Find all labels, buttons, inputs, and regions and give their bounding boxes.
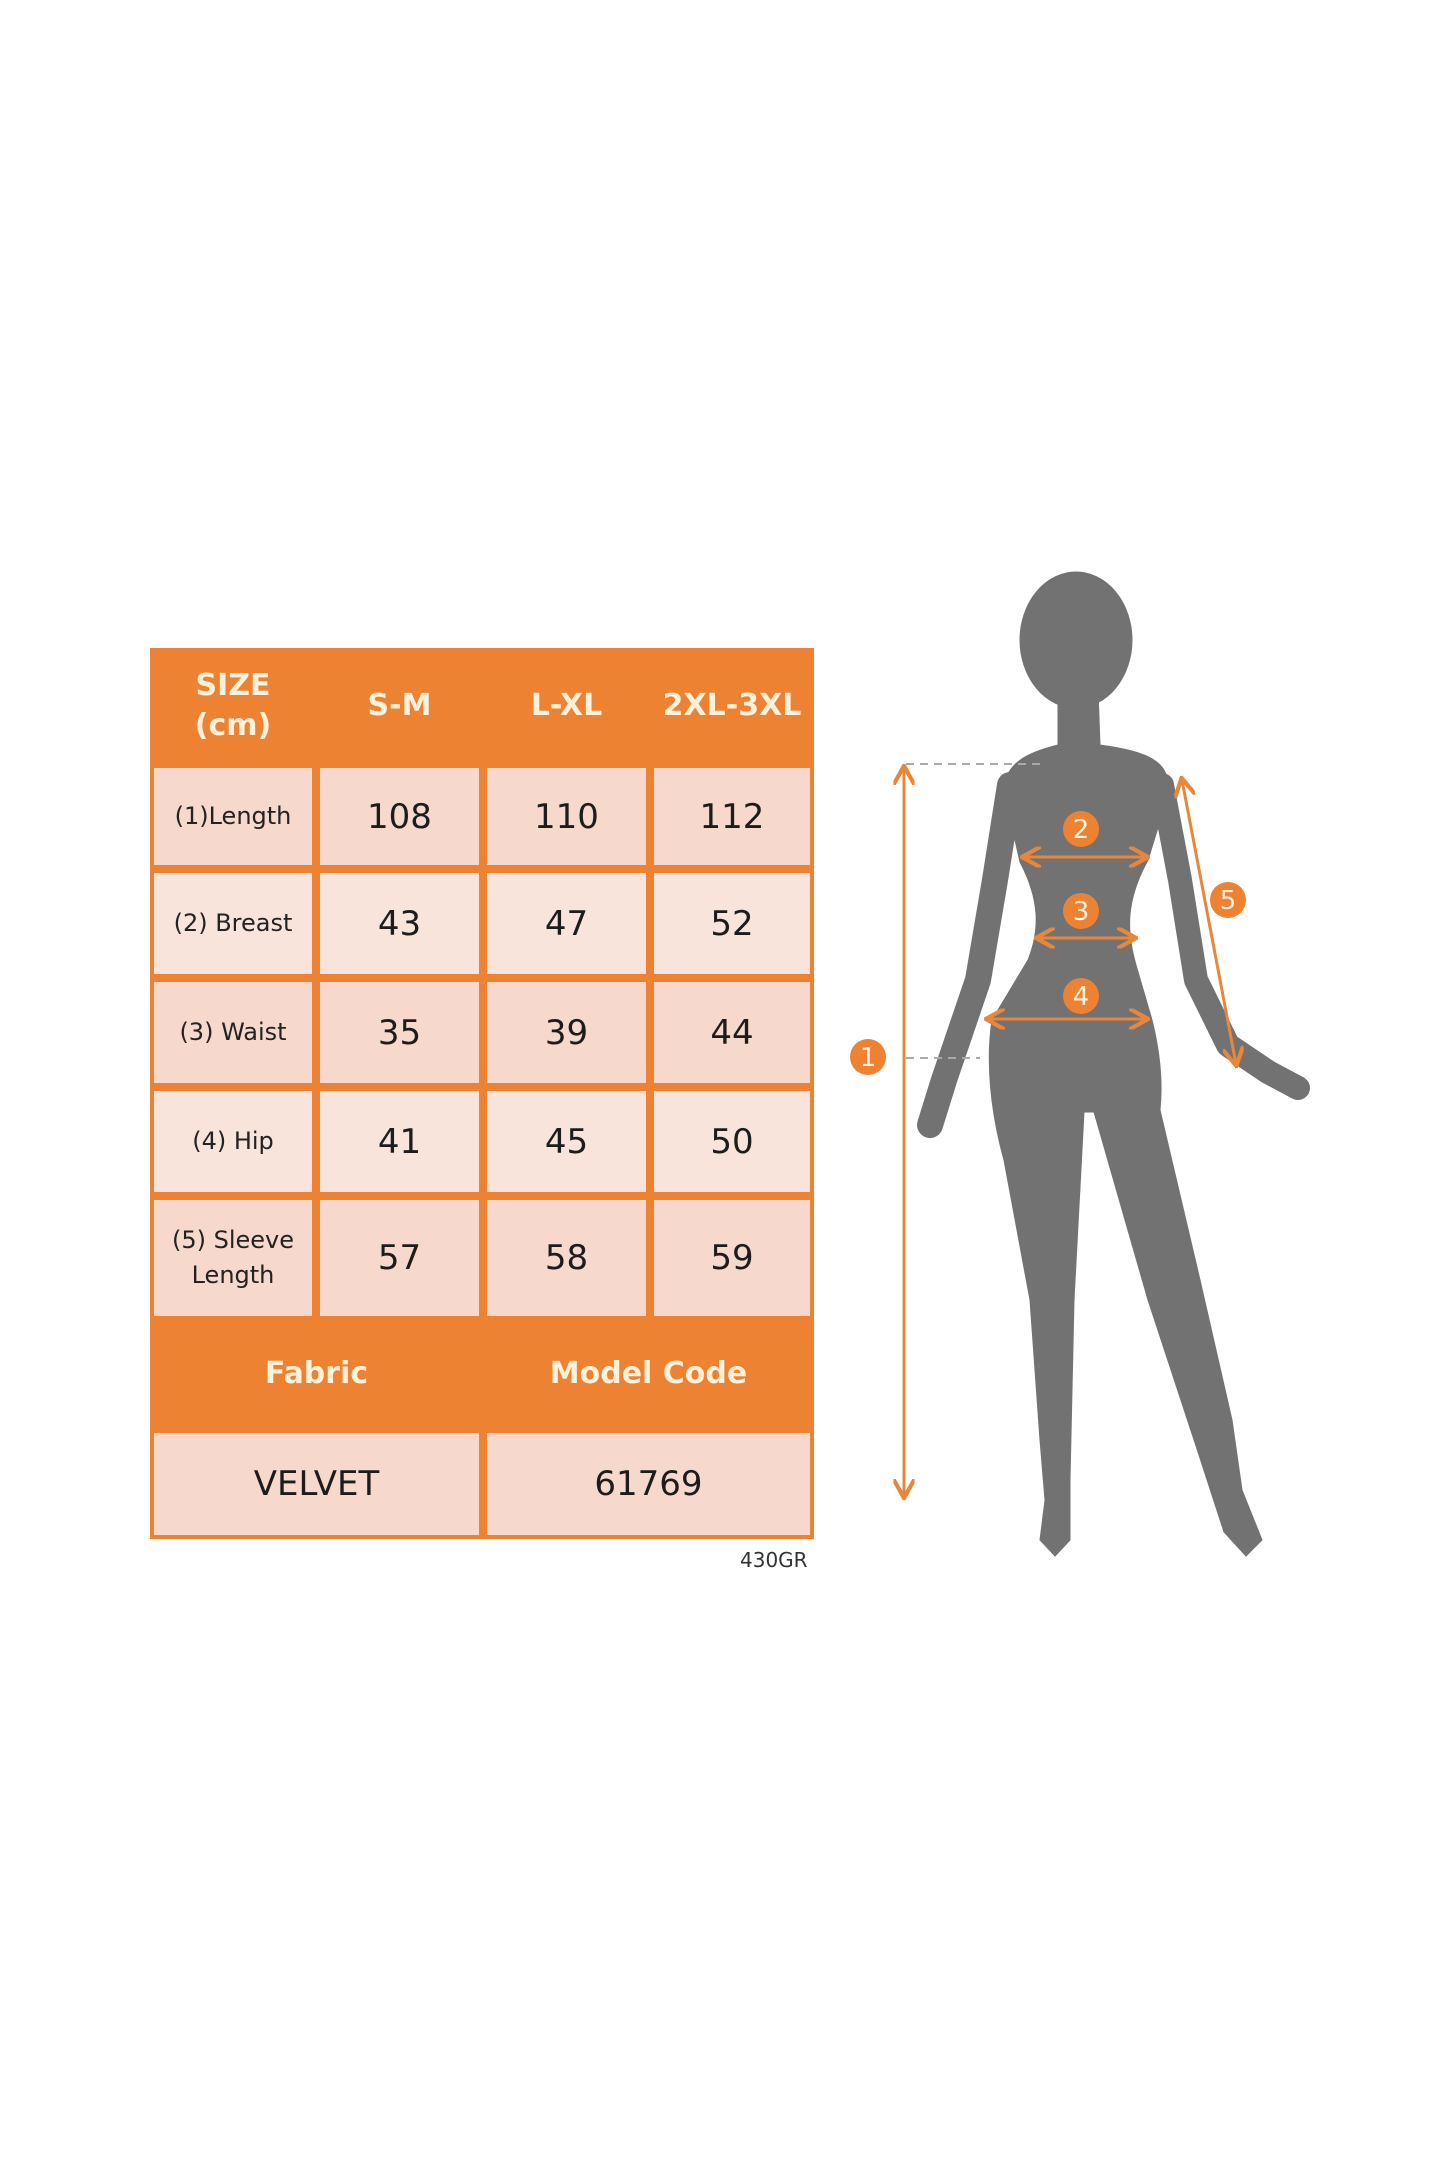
- measurement-marker-1: 1: [850, 1039, 886, 1075]
- measurement-value: 108: [320, 768, 479, 865]
- measurement-label: (1)Length: [154, 768, 312, 865]
- footer-code: 430GR: [740, 1548, 808, 1572]
- measurement-value: 39: [487, 982, 646, 1083]
- sleeve-arrow: [1182, 780, 1236, 1064]
- fabric-header: Fabric: [264, 1356, 369, 1392]
- measurement-marker-4: 4: [1063, 978, 1099, 1014]
- marker-number: 3: [1073, 897, 1090, 927]
- marker-number: 4: [1073, 982, 1090, 1012]
- measurement-value: 35: [320, 982, 479, 1083]
- marker-circle: [1063, 893, 1099, 929]
- woman-silhouette: [917, 571, 1310, 1557]
- measurement-value: 57: [320, 1200, 479, 1316]
- measurement-value: 47: [487, 873, 646, 974]
- marker-number: 1: [860, 1043, 877, 1073]
- measurement-value: 110: [487, 768, 646, 865]
- marker-number: 5: [1220, 886, 1237, 916]
- measurement-value: 52: [654, 873, 810, 974]
- measurement-label: (5) Sleeve Length: [154, 1200, 312, 1316]
- measurement-label: (2) Breast: [154, 873, 312, 974]
- measurement-value: 43: [320, 873, 479, 974]
- size-chart-table: SIZE (cm) S-M L-XL 2XL-3XL (1)Length 108 110 11…: [150, 648, 814, 1539]
- measurement-value: 58: [487, 1200, 646, 1316]
- marker-circle: [850, 1039, 886, 1075]
- measurement-value: 41: [320, 1091, 479, 1192]
- measurement-marker-3: 3: [1063, 893, 1099, 929]
- size-column-header: 2XL-3XL: [662, 687, 802, 723]
- marker-number: 2: [1073, 815, 1090, 845]
- fabric-value: VELVET: [154, 1433, 479, 1535]
- marker-circle: [1063, 811, 1099, 847]
- size-column-header: L-XL: [530, 687, 603, 723]
- measurement-value: 59: [654, 1200, 810, 1316]
- measurement-label: (4) Hip: [154, 1091, 312, 1192]
- size-header: SIZE (cm): [194, 667, 272, 744]
- model-code-value: 61769: [487, 1433, 810, 1535]
- measurement-value: 112: [654, 768, 810, 865]
- measurement-value: 50: [654, 1091, 810, 1192]
- measurement-marker-2: 2: [1063, 811, 1099, 847]
- size-column-header: S-M: [367, 687, 432, 723]
- measurement-label: (3) Waist: [154, 982, 312, 1083]
- marker-circle: [1063, 978, 1099, 1014]
- measurement-value: 44: [654, 982, 810, 1083]
- measurement-value: 45: [487, 1091, 646, 1192]
- model-code-header: Model Code: [549, 1356, 748, 1392]
- measurement-marker-5: 5: [1210, 882, 1246, 918]
- marker-circle: [1210, 882, 1246, 918]
